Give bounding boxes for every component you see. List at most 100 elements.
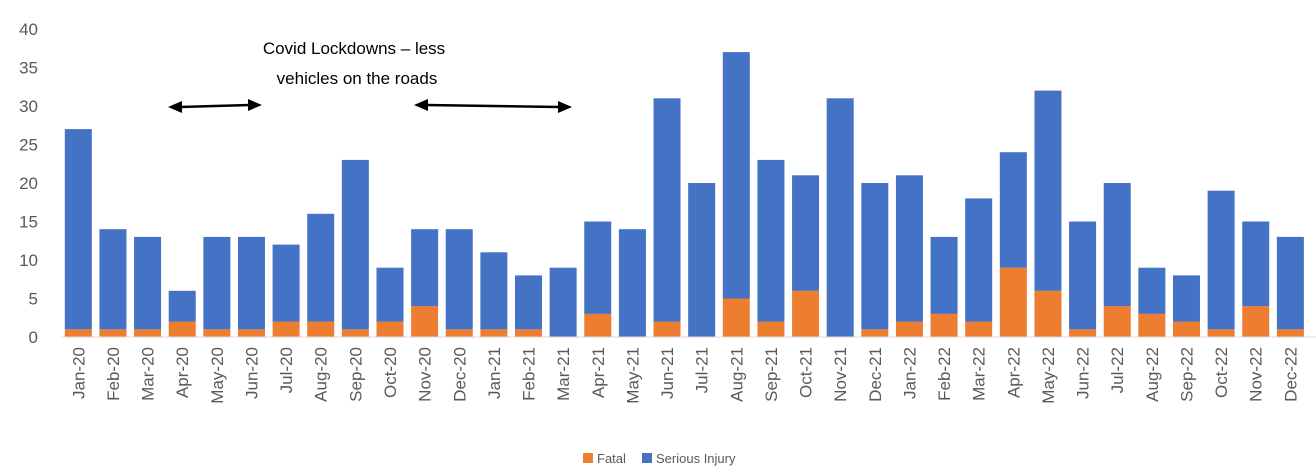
bar-fatal [1103, 306, 1131, 337]
bar-fatal [64, 329, 92, 337]
x-tick-label: Apr-22 [1004, 347, 1023, 398]
bar-serious-injury [237, 236, 265, 330]
x-tick-label: Sep-22 [1177, 347, 1196, 402]
x-tick-label: Oct-20 [381, 347, 400, 398]
double-arrow-1 [168, 99, 262, 113]
bar-serious-injury [584, 221, 612, 314]
x-tick-label: Nov-21 [831, 347, 850, 402]
bar-serious-injury [272, 244, 300, 322]
x-tick-label: Nov-22 [1247, 347, 1266, 402]
x-tick-label: Jun-20 [242, 347, 261, 399]
bar-fatal [168, 321, 196, 337]
x-axis-ticks: Jan-20 Feb-20 Mar-20 Apr-20 May-20 Jun-20 Jul-… [69, 347, 1300, 404]
bar-fatal [965, 321, 993, 337]
x-tick-label: Jul-21 [693, 347, 712, 393]
bar-fatal [237, 329, 265, 337]
bar-fatal [1276, 329, 1304, 337]
legend-label-fatal: Fatal [597, 451, 626, 466]
bar-serious-injury [688, 183, 716, 337]
bar-series [64, 52, 1304, 337]
bar-fatal [1172, 321, 1200, 337]
bar-fatal [1207, 329, 1235, 337]
covid-lockdown-annotation: Covid Lockdowns – less vehicles on the r… [168, 39, 572, 113]
bar-fatal [480, 329, 508, 337]
bar-serious-injury [203, 236, 231, 330]
x-tick-label: Aug-22 [1143, 347, 1162, 402]
y-tick-label: 5 [29, 290, 38, 309]
bar-fatal [1034, 290, 1062, 337]
bar-serious-injury [1172, 275, 1200, 322]
bar-serious-injury [999, 152, 1027, 268]
bar-fatal [584, 313, 612, 337]
bar-serious-injury [480, 252, 508, 330]
bar-fatal [930, 313, 958, 337]
y-tick-label: 35 [19, 59, 38, 78]
bar-serious-injury [1276, 236, 1304, 330]
x-tick-label: Oct-21 [797, 347, 816, 398]
bar-fatal [757, 321, 785, 337]
bar-serious-injury [792, 175, 820, 291]
bar-fatal [99, 329, 127, 337]
y-tick-label: 30 [19, 97, 38, 116]
x-tick-label: Aug-20 [312, 347, 331, 402]
bar-serious-injury [965, 198, 993, 322]
bar-serious-injury [653, 98, 681, 322]
bar-fatal [307, 321, 335, 337]
y-tick-label: 25 [19, 136, 38, 155]
legend-swatch-serious-injury [642, 453, 652, 463]
bar-fatal [792, 290, 820, 337]
x-tick-label: Oct-22 [1212, 347, 1231, 398]
bar-fatal [653, 321, 681, 337]
x-tick-label: Sep-20 [346, 347, 365, 402]
bar-serious-injury [930, 236, 958, 314]
bar-fatal [1242, 306, 1270, 337]
y-tick-label: 15 [19, 213, 38, 232]
bar-serious-injury [722, 52, 750, 299]
bar-serious-injury [549, 267, 577, 337]
bar-serious-injury [757, 159, 785, 322]
x-tick-label: May-20 [208, 347, 227, 404]
bar-fatal [341, 329, 369, 337]
bar-fatal [203, 329, 231, 337]
bar-serious-injury [618, 229, 646, 337]
bar-fatal [861, 329, 889, 337]
bar-serious-injury [168, 290, 196, 322]
bar-fatal [376, 321, 404, 337]
x-tick-label: Jul-22 [1108, 347, 1127, 393]
x-tick-label: Jan-21 [485, 347, 504, 399]
bar-fatal [999, 267, 1027, 337]
double-arrow-2 [414, 99, 572, 113]
bar-serious-injury [1069, 221, 1097, 330]
bar-fatal [1069, 329, 1097, 337]
x-tick-label: Mar-20 [139, 347, 158, 401]
bar-serious-injury [99, 229, 127, 330]
bar-serious-injury [1138, 267, 1166, 314]
bar-serious-injury [1207, 190, 1235, 330]
bar-fatal [1138, 313, 1166, 337]
bar-fatal [445, 329, 473, 337]
x-tick-label: Apr-21 [589, 347, 608, 398]
bar-serious-injury [826, 98, 854, 337]
x-tick-label: Dec-21 [866, 347, 885, 402]
x-tick-label: Jun-22 [1074, 347, 1093, 399]
x-tick-label: Jul-20 [277, 347, 296, 393]
legend: Fatal Serious Injury [583, 451, 736, 466]
y-axis-ticks: 0 5 10 15 20 25 30 35 40 [19, 20, 38, 347]
bar-serious-injury [1103, 183, 1131, 307]
y-tick-label: 10 [19, 251, 38, 270]
bar-serious-injury [411, 229, 439, 307]
x-tick-label: Feb-20 [104, 347, 123, 401]
x-tick-label: May-22 [1039, 347, 1058, 404]
x-tick-label: Jan-22 [900, 347, 919, 399]
bar-serious-injury [895, 175, 923, 322]
x-tick-label: Dec-22 [1281, 347, 1300, 402]
bar-serious-injury [445, 229, 473, 330]
x-tick-label: Nov-20 [416, 347, 435, 402]
bar-serious-injury [307, 213, 335, 322]
bar-serious-injury [1034, 90, 1062, 291]
x-tick-label: Feb-22 [935, 347, 954, 401]
legend-label-serious-injury: Serious Injury [656, 451, 736, 466]
x-tick-label: Apr-20 [173, 347, 192, 398]
x-tick-label: Sep-21 [762, 347, 781, 402]
